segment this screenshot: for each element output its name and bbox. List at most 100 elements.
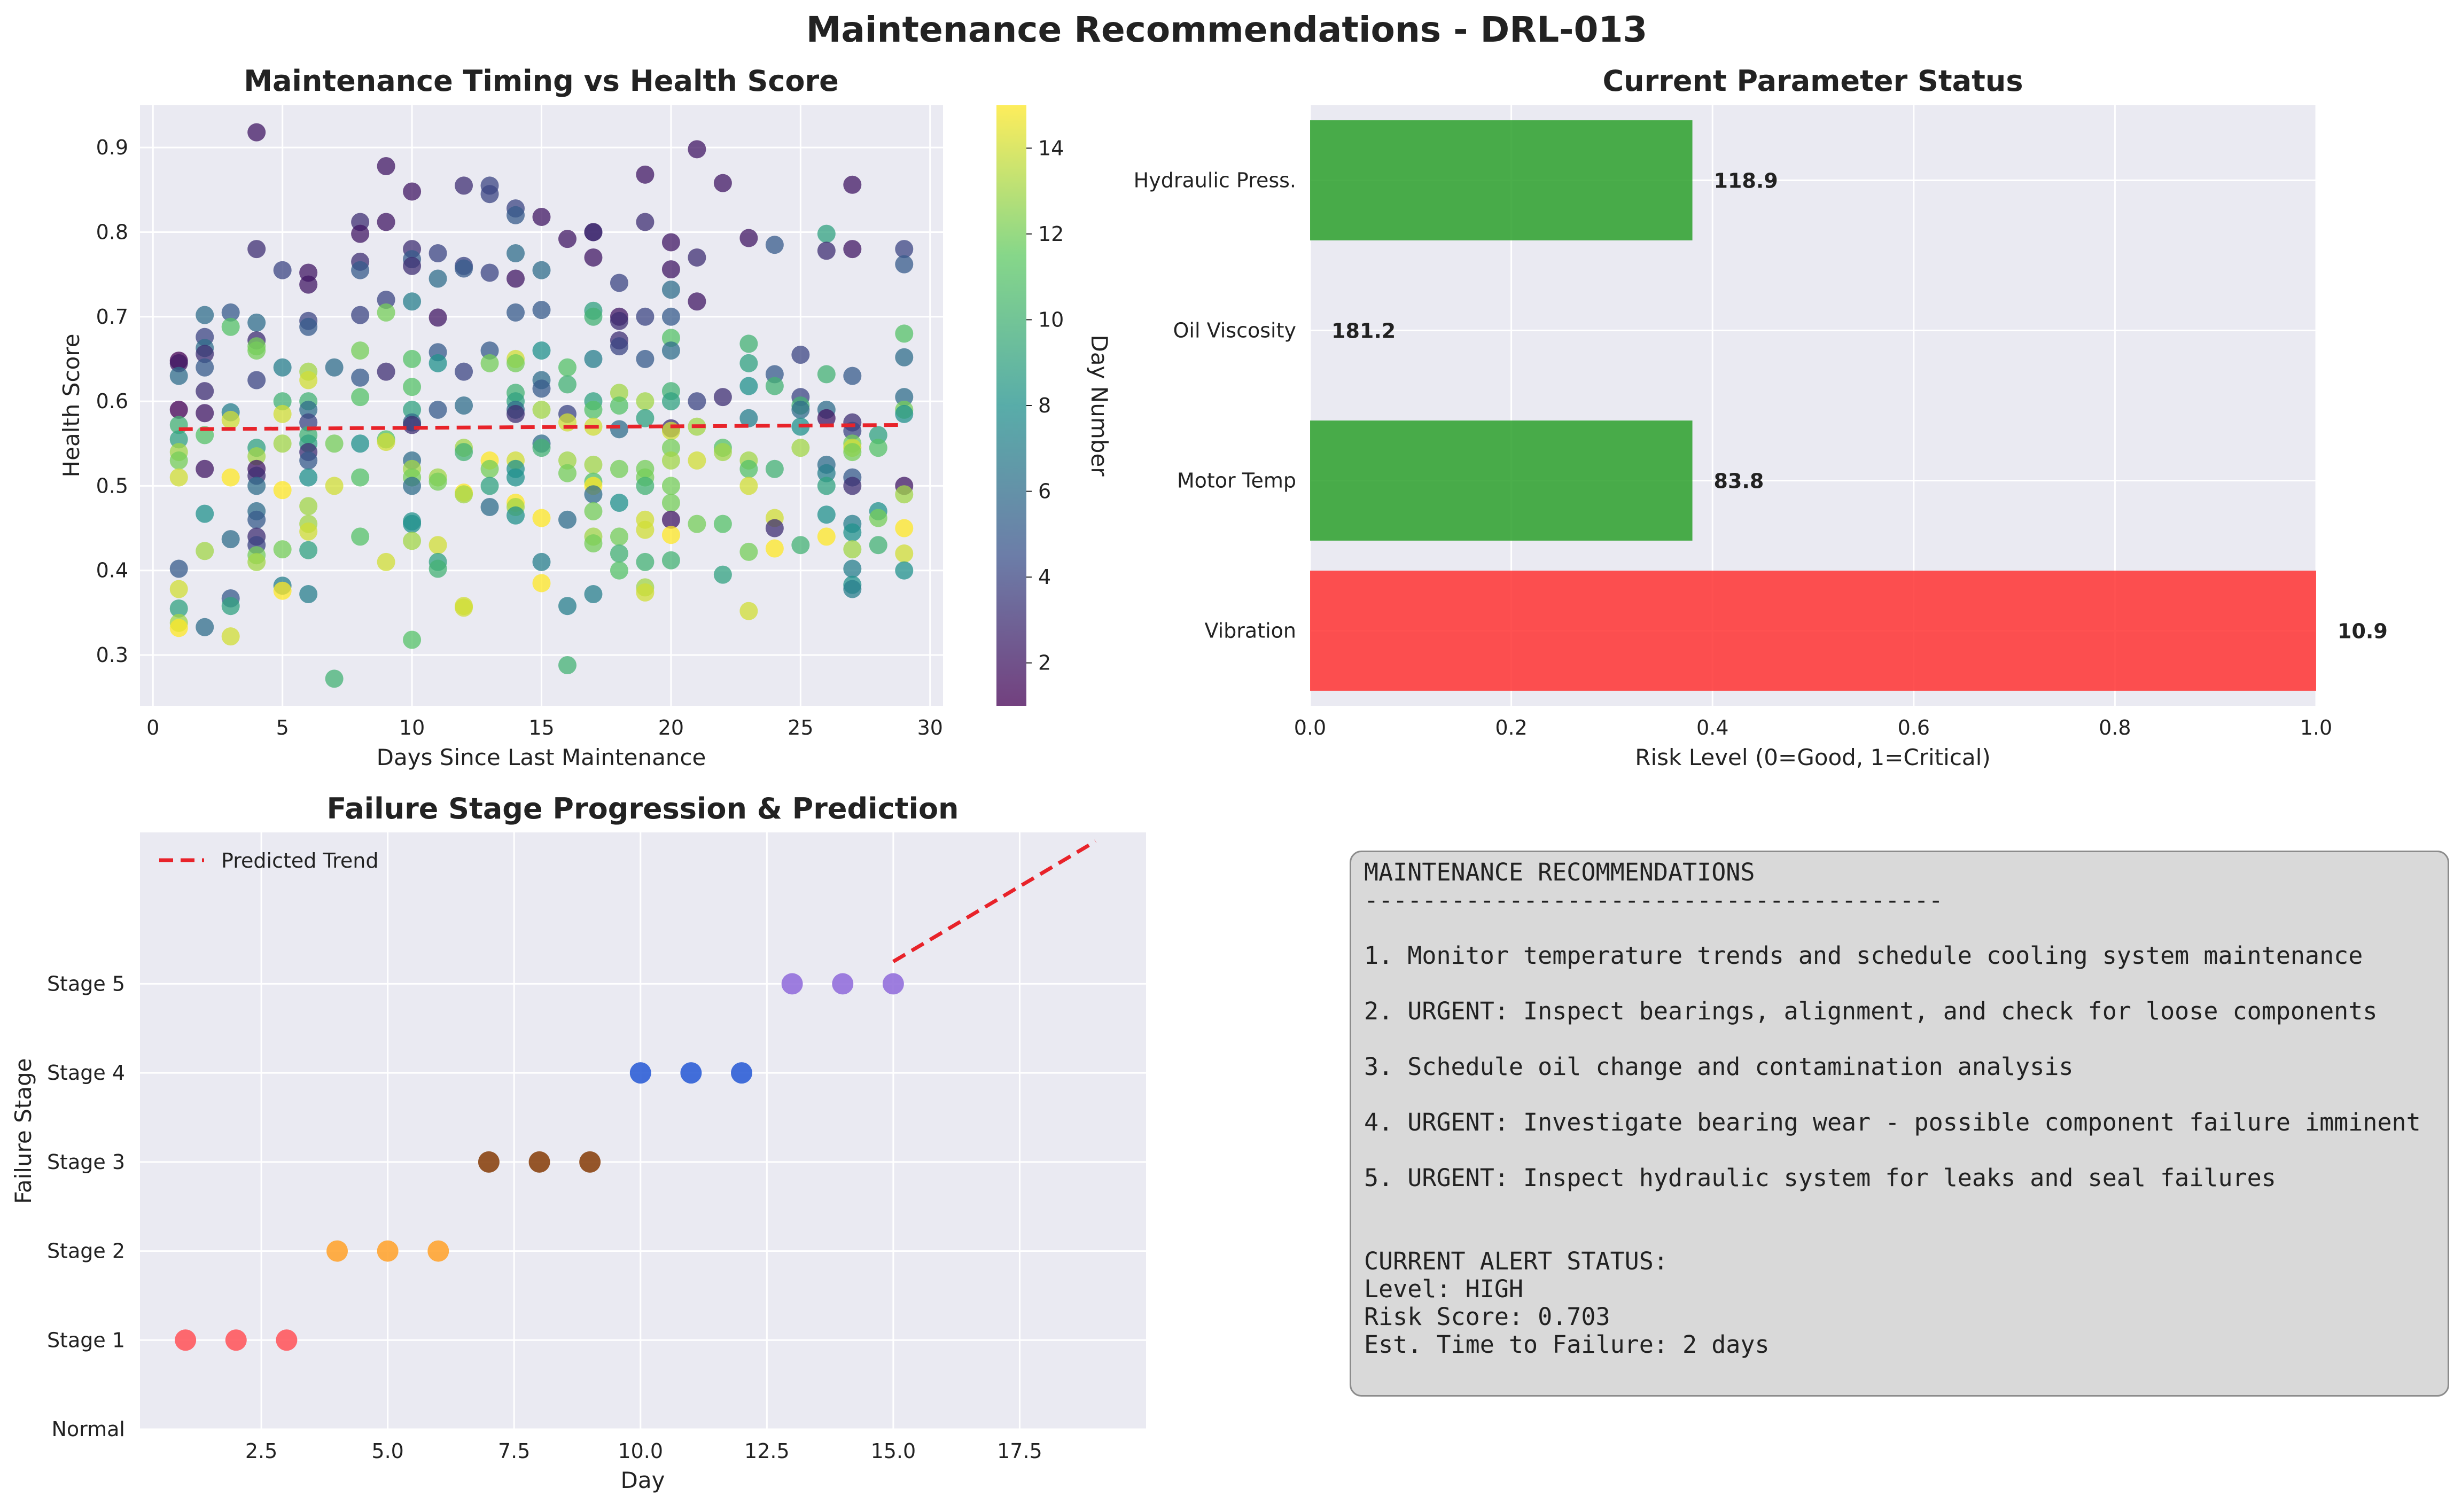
x-tick-label: 25 — [788, 716, 813, 739]
health-point — [713, 565, 732, 584]
health-point — [558, 597, 577, 615]
legend-trend-label: Predicted Trend — [221, 849, 378, 872]
health-point — [221, 410, 240, 429]
health-point — [221, 317, 240, 336]
health-point — [377, 157, 395, 175]
failure-stage-ylabel: Failure Stage — [10, 1058, 36, 1204]
health-point — [480, 341, 499, 360]
stage-point — [175, 1329, 197, 1351]
health-point — [765, 539, 784, 558]
health-point — [351, 341, 370, 360]
health-point — [895, 561, 914, 580]
health-point — [403, 532, 422, 550]
failure-stage-title: Failure Stage Progression & Prediction — [326, 792, 959, 825]
health-point — [455, 485, 473, 504]
recommendation-line: ---------------------------------------- — [1364, 886, 1943, 914]
health-point — [765, 519, 784, 537]
health-point — [532, 261, 551, 279]
stage-point — [731, 1062, 753, 1084]
stage-tick-label: Stage 5 — [47, 972, 125, 995]
health-point — [455, 362, 473, 381]
health-point — [247, 341, 266, 360]
health-point — [584, 349, 603, 368]
health-point — [169, 619, 188, 637]
health-point — [299, 371, 318, 389]
predicted-trend-line — [892, 839, 1097, 963]
health-point — [247, 447, 266, 465]
health-point — [895, 324, 914, 343]
health-point — [247, 313, 266, 332]
health-point — [299, 451, 318, 470]
colorbar-tick-label: 14 — [1038, 136, 1064, 160]
x-tick-label: 12.5 — [744, 1439, 790, 1463]
recommendation-line — [1364, 1220, 2435, 1248]
x-tick-label: 0.6 — [1898, 716, 1930, 739]
health-point — [455, 598, 473, 617]
health-point — [610, 527, 628, 546]
health-point — [403, 515, 422, 533]
x-tick-label: 10.0 — [618, 1439, 663, 1463]
health-point — [584, 223, 603, 241]
stage-point — [377, 1240, 399, 1262]
parameter-status-title: Current Parameter Status — [1603, 64, 2023, 98]
health-point — [507, 303, 525, 322]
health-point — [247, 123, 266, 142]
health-point — [636, 165, 655, 184]
health-point — [895, 348, 914, 367]
health-point — [273, 261, 292, 279]
health-point — [843, 367, 862, 385]
health-point — [584, 534, 603, 553]
health-point — [351, 527, 370, 546]
health-point — [429, 244, 447, 263]
health-point — [661, 551, 680, 570]
health-point — [713, 388, 732, 407]
health-point — [480, 263, 499, 282]
health-point — [169, 430, 188, 449]
health-point — [169, 367, 188, 385]
health-point — [688, 292, 706, 311]
recommendation-line — [1364, 1025, 2435, 1053]
recommendation-line: Level: HIGH — [1364, 1275, 1524, 1303]
health-point — [584, 485, 603, 504]
health-point — [817, 527, 836, 546]
health-point — [688, 451, 706, 470]
health-point — [713, 515, 732, 533]
recommendation-line — [1364, 1081, 2435, 1109]
health-point — [661, 329, 680, 347]
health-point — [661, 439, 680, 457]
health-point — [247, 371, 266, 389]
health-point — [169, 400, 188, 419]
x-tick-label: 7.5 — [498, 1439, 530, 1463]
health-point — [196, 542, 214, 560]
health-point — [869, 536, 887, 555]
parameter-value-label: 83.8 — [1714, 470, 1764, 493]
colorbar-tick-label: 2 — [1038, 651, 1051, 675]
health-point — [196, 358, 214, 377]
health-point — [817, 224, 836, 243]
health-point — [403, 292, 422, 311]
health-point — [610, 311, 628, 330]
health-point — [688, 248, 706, 267]
health-point — [895, 404, 914, 423]
health-point — [299, 317, 318, 336]
health-point — [739, 334, 758, 353]
health-point — [584, 585, 603, 604]
health-point — [480, 354, 499, 372]
health-point — [895, 255, 914, 274]
health-point — [299, 497, 318, 516]
health-point — [584, 455, 603, 474]
health-point — [480, 459, 499, 478]
colorbar-tick-label: 10 — [1038, 308, 1064, 331]
health-point — [584, 502, 603, 520]
health-point — [636, 349, 655, 368]
health-point — [273, 358, 292, 377]
health-scatter-xlabel: Days Since Last Maintenance — [377, 744, 706, 770]
health-scatter-ylabel: Health Score — [58, 334, 84, 478]
stage-point — [832, 973, 854, 995]
recommendation-line: MAINTENANCE RECOMMENDATIONS — [1364, 858, 1755, 886]
health-point — [584, 307, 603, 326]
failure-stage-plot-area — [140, 832, 1146, 1429]
health-point — [558, 510, 577, 529]
stage-tick-label: Stage 4 — [47, 1061, 125, 1085]
health-point — [377, 291, 395, 309]
